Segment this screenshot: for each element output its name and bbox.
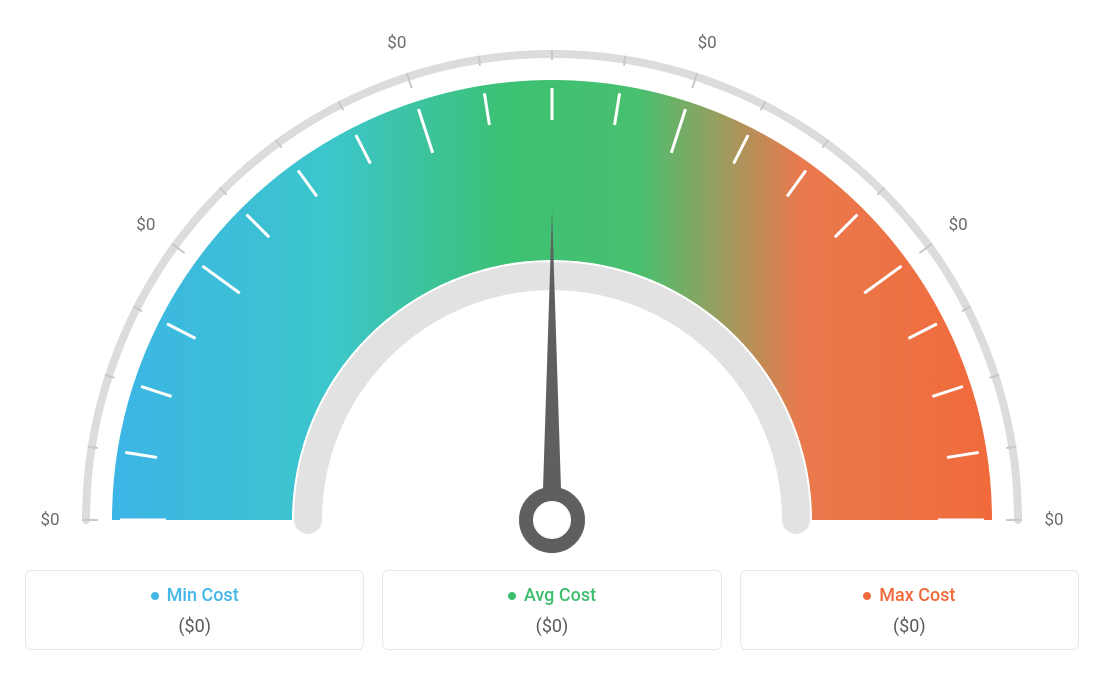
gauge-chart: $0 $0 $0 $0 $0 $0 <box>25 15 1079 560</box>
legend-value-max: ($0) <box>893 616 926 637</box>
legend-label-avg: Avg Cost <box>524 585 596 606</box>
gauge-tick-label: $0 <box>1044 510 1063 530</box>
legend-label-min: Min Cost <box>167 585 239 606</box>
gauge-tick-label: $0 <box>136 215 155 235</box>
legend-card-max: Max Cost ($0) <box>740 570 1079 650</box>
legend-row: Min Cost ($0) Avg Cost ($0) Max Cost ($0… <box>25 570 1079 650</box>
legend-label-max: Max Cost <box>879 585 955 606</box>
legend-card-avg: Avg Cost ($0) <box>382 570 721 650</box>
gauge-tick-label: $0 <box>949 215 968 235</box>
legend-dot-max <box>863 592 871 600</box>
legend-card-min: Min Cost ($0) <box>25 570 364 650</box>
legend-dot-avg <box>508 592 516 600</box>
legend-dot-min <box>151 592 159 600</box>
gauge-tick-label: $0 <box>387 33 406 53</box>
gauge-tick-label: $0 <box>40 510 59 530</box>
gauge-svg <box>25 15 1079 560</box>
legend-value-avg: ($0) <box>536 616 569 637</box>
gauge-tick-label: $0 <box>698 33 717 53</box>
legend-value-min: ($0) <box>178 616 211 637</box>
